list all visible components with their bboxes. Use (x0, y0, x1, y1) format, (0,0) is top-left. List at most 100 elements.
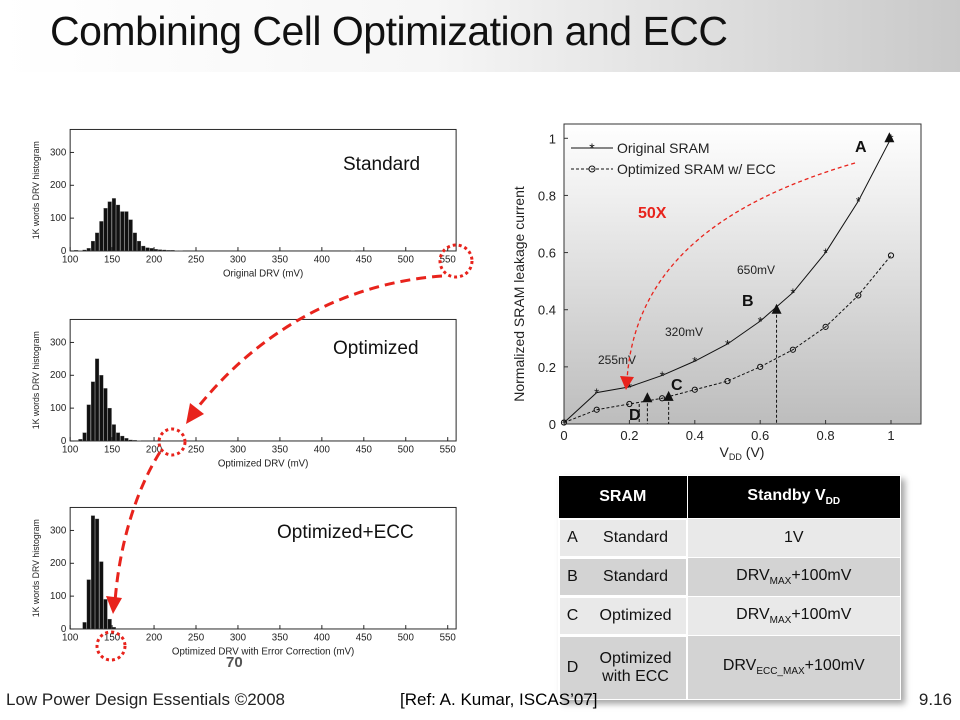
y-tick-label: 0 (61, 624, 67, 635)
annotation-320mv: 320mV (665, 325, 703, 339)
histogram-bar (90, 515, 95, 630)
x-tick-label: 450 (356, 445, 373, 456)
y-tick-label: 100 (50, 403, 67, 414)
leakage-xlabel: VDD (V) (720, 444, 765, 462)
operating-point-b (771, 303, 782, 314)
histogram-bar (128, 439, 133, 442)
histogram-bar (145, 247, 150, 252)
histogram-bar (95, 518, 100, 630)
marker-original: * (594, 386, 599, 401)
y-tick-label: 1 (549, 131, 556, 146)
table-row-c-sram: C Optimized (558, 596, 687, 635)
histogram-frame (69, 318, 457, 442)
histogram-bar (82, 432, 87, 442)
point-label-a: A (855, 139, 867, 156)
annotation-650mv: 650mV (737, 263, 775, 277)
marker-original: * (758, 314, 763, 329)
gain-arrow-head (620, 376, 634, 390)
x-tick-label: 450 (356, 633, 373, 644)
table-row: B Standard DRVMAX+100mV (558, 557, 902, 597)
panel-label-optimized: Optimized (333, 338, 419, 359)
histogram-bar (74, 250, 79, 252)
arrow-optimized-to-ecc (113, 451, 162, 603)
y-tick-label: 300 (50, 337, 67, 348)
y-tick-label: 200 (50, 370, 67, 381)
y-tick-label: 100 (50, 213, 67, 224)
operating-point-c (663, 390, 674, 401)
x-tick-label: 550 (440, 255, 457, 266)
histogram-bar (103, 599, 108, 630)
x-tick-label: 500 (398, 445, 415, 456)
marker-optimized (789, 346, 796, 353)
marker-original: * (692, 354, 697, 369)
marker-optimized (691, 386, 698, 393)
table-row: C Optimized DRVMAX+100mV (558, 596, 902, 636)
series-line-optimized (563, 255, 892, 424)
table-header-sram: SRAM (558, 475, 688, 519)
x-tick-label: 150 (104, 633, 121, 644)
histogram-bar (124, 438, 129, 442)
x-tick-label: 550 (440, 445, 457, 456)
histogram-bar (103, 208, 108, 252)
legend-original: Original SRAM (617, 140, 710, 156)
x-tick-label: 0.8 (817, 428, 835, 443)
table-row-a-sram: A Standard (558, 519, 687, 557)
histogram-xlabel: Original DRV (mV) (223, 268, 303, 279)
histogram-bar (95, 232, 100, 252)
point-label-b: B (742, 293, 754, 310)
histogram-xlabel: Optimized DRV (mV) (218, 458, 309, 469)
histogram-bar (99, 221, 104, 252)
x-tick-label: 100 (62, 255, 79, 266)
x-tick-label: 450 (356, 255, 373, 266)
histogram-bar (99, 375, 104, 442)
x-tick-label: 150 (104, 255, 121, 266)
marker-original: * (660, 368, 665, 383)
histogram-bar (132, 232, 137, 252)
table-row-d-sram: D Optimized with ECC (558, 635, 687, 700)
table-header-standby: Standby VDD (686, 475, 902, 519)
table-row-c-vdd: DRVMAX+100mV (686, 596, 902, 636)
x-tick-label: 1 (887, 428, 894, 443)
footer-course: Low Power Design Essentials ©2008 (6, 690, 286, 709)
table-row-a-vdd: 1V (686, 518, 902, 558)
table-row-b-sram: B Standard (558, 557, 687, 596)
table-row-b-vdd: DRVMAX+100mV (686, 557, 902, 597)
operating-point-d (642, 392, 653, 403)
x-tick-label: 300 (230, 255, 247, 266)
y-tick-label: 0.6 (538, 246, 556, 261)
histogram-bar (99, 561, 104, 630)
legend-marker-optimized (588, 165, 596, 173)
histogram-ylabel: 1K words DRV histogram (31, 519, 41, 617)
histogram-bar (90, 240, 95, 252)
highlight-circle-optimized (157, 427, 187, 457)
x-tick-label: 100 (62, 445, 79, 456)
series-line-original (563, 138, 892, 423)
footer-reference: [Ref: A. Kumar, ISCAS’07] (400, 690, 598, 709)
x-tick-label: 100 (62, 633, 79, 644)
histogram-bar (86, 404, 91, 442)
x-tick-label: 550 (440, 633, 457, 644)
histogram-bar (107, 618, 112, 630)
panel-label-standard: Standard (343, 154, 421, 175)
histogram-bar (162, 249, 167, 252)
marker-optimized (757, 363, 764, 370)
y-tick-label: 200 (50, 558, 67, 569)
histogram-bar (141, 245, 146, 252)
histogram-bar (120, 435, 125, 442)
y-tick-label: 200 (50, 180, 67, 191)
x-tick-label: 200 (146, 633, 163, 644)
x-tick-label: 250 (188, 633, 205, 644)
histogram-xlabel: Optimized DRV with Error Correction (mV) (172, 646, 354, 657)
footer-page-number: 9.16 (918, 690, 952, 709)
histogram-bar (137, 240, 142, 252)
annotation-255mv: 255mV (598, 353, 636, 367)
marker-optimized (626, 400, 633, 408)
panel-label-optimized-ecc: Optimized+ECC (277, 522, 414, 543)
x-tick-label: 200 (146, 445, 163, 456)
marker-original: * (725, 337, 730, 352)
y-tick-label: 300 (50, 525, 67, 536)
histogram-optimized-ecc: 100 150 200 250 300 350 400 450 500 5500100200300… (31, 506, 457, 657)
histogram-bar (111, 424, 116, 442)
leakage-ylabel: Normalized SRAM leakage current (511, 186, 527, 402)
